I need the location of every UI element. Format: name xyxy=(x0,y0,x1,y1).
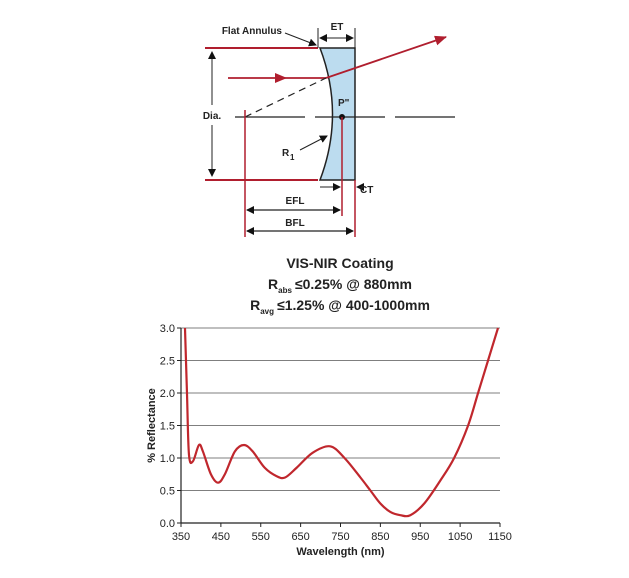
y-tick-label: 2.5 xyxy=(160,356,175,368)
chart-title: VIS-NIR Coating xyxy=(286,255,393,271)
label: Dia. xyxy=(203,111,222,122)
text: ≤0.25% @ 880mm xyxy=(295,276,412,292)
lens xyxy=(318,47,356,181)
y-tick-label: 0.5 xyxy=(160,486,175,498)
label: CT xyxy=(360,185,373,196)
symbol: R xyxy=(250,297,260,313)
y-tick-label: 1.5 xyxy=(160,421,175,433)
lens-diagram: Flat Annulus ET Dia. P" R 1 CT EFL BFL xyxy=(203,22,455,237)
x-tick-label: 950 xyxy=(411,531,429,543)
label: R xyxy=(282,148,290,159)
r-arrow xyxy=(299,135,328,151)
x-tick-label: 750 xyxy=(331,531,349,543)
chart: 0.0 0.5 1.0 1.5 2.0 2.5 3.0 350 450 550 650 750 850 9… xyxy=(146,323,512,558)
subscript: avg xyxy=(260,307,274,316)
y-axis-label: % Reflectance xyxy=(146,388,158,463)
label: Flat Annulus xyxy=(222,26,283,37)
y-tick-label: 2.0 xyxy=(160,388,175,400)
text: ≤1.25% @ 400-1000mm xyxy=(277,297,430,313)
subtitle-line: Rabs ≤0.25% @ 880mm xyxy=(268,276,412,295)
label: P" xyxy=(338,98,350,109)
x-tick-label: 1150 xyxy=(488,531,512,543)
virtual-ray xyxy=(244,77,327,118)
label: ET xyxy=(331,22,344,33)
symbol: R xyxy=(268,276,278,292)
label: EFL xyxy=(286,196,305,207)
reflectance-line xyxy=(183,327,500,518)
subtitle-line: Ravg ≤1.25% @ 400-1000mm xyxy=(250,297,430,316)
label: 1 xyxy=(290,153,295,162)
y-tick-label: 1.0 xyxy=(160,453,175,465)
x-tick-label: 650 xyxy=(291,531,309,543)
ray-out xyxy=(325,35,447,79)
x-axis-label: Wavelength (nm) xyxy=(296,546,385,558)
x-tick-label: 450 xyxy=(212,531,230,543)
y-tick-label: 3.0 xyxy=(160,323,175,335)
annulus-arrow xyxy=(284,32,317,47)
subscript: abs xyxy=(278,286,292,295)
x-tick-label: 550 xyxy=(252,531,270,543)
y-tick-label: 0.0 xyxy=(160,518,175,530)
label: BFL xyxy=(285,218,304,229)
x-tick-label: 850 xyxy=(371,531,389,543)
x-tick-label: 1050 xyxy=(448,531,472,543)
x-tick-label: 350 xyxy=(172,531,190,543)
